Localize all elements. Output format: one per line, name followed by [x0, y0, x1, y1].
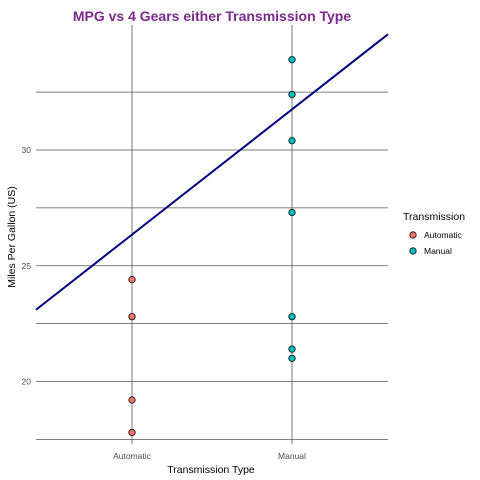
point-manual-0 [288, 56, 296, 64]
point-automatic-0 [128, 276, 136, 284]
x-axis-title: Transmission Type [167, 464, 255, 476]
y-tick-label-2: 30 [22, 145, 32, 155]
legend-title: Transmission [403, 211, 465, 223]
point-manual-3 [288, 208, 296, 217]
legend: Transmission Automatic Manual [403, 211, 465, 256]
y-tick-label-0: 20 [22, 376, 32, 386]
legend-swatch-manual [409, 247, 417, 255]
x-tick-label-manual: Manual [278, 451, 306, 461]
y-tick-label-1: 25 [22, 261, 32, 271]
point-manual-4 [288, 313, 296, 321]
chart-title: MPG vs 4 Gears either Transmission Type [73, 8, 352, 24]
legend-label-automatic: Automatic [424, 230, 463, 240]
data-points [128, 56, 296, 437]
legend-label-manual: Manual [424, 246, 452, 256]
point-automatic-1 [128, 313, 136, 321]
point-manual-6 [288, 354, 296, 362]
x-tick-label-automatic: Automatic [113, 451, 152, 461]
point-manual-2 [288, 137, 296, 145]
legend-swatch-automatic [409, 231, 417, 239]
point-manual-5 [288, 345, 296, 353]
trend-line [35, 33, 389, 311]
y-axis-title: Miles Per Gallon (US) [6, 186, 18, 288]
point-manual-1 [288, 90, 296, 99]
axis-ticks: 20 25 30 Automatic Manual [22, 145, 307, 461]
point-automatic-3 [128, 428, 136, 437]
trend-line-group [35, 33, 389, 311]
grid-lines [36, 25, 388, 444]
point-automatic-2 [128, 396, 136, 404]
